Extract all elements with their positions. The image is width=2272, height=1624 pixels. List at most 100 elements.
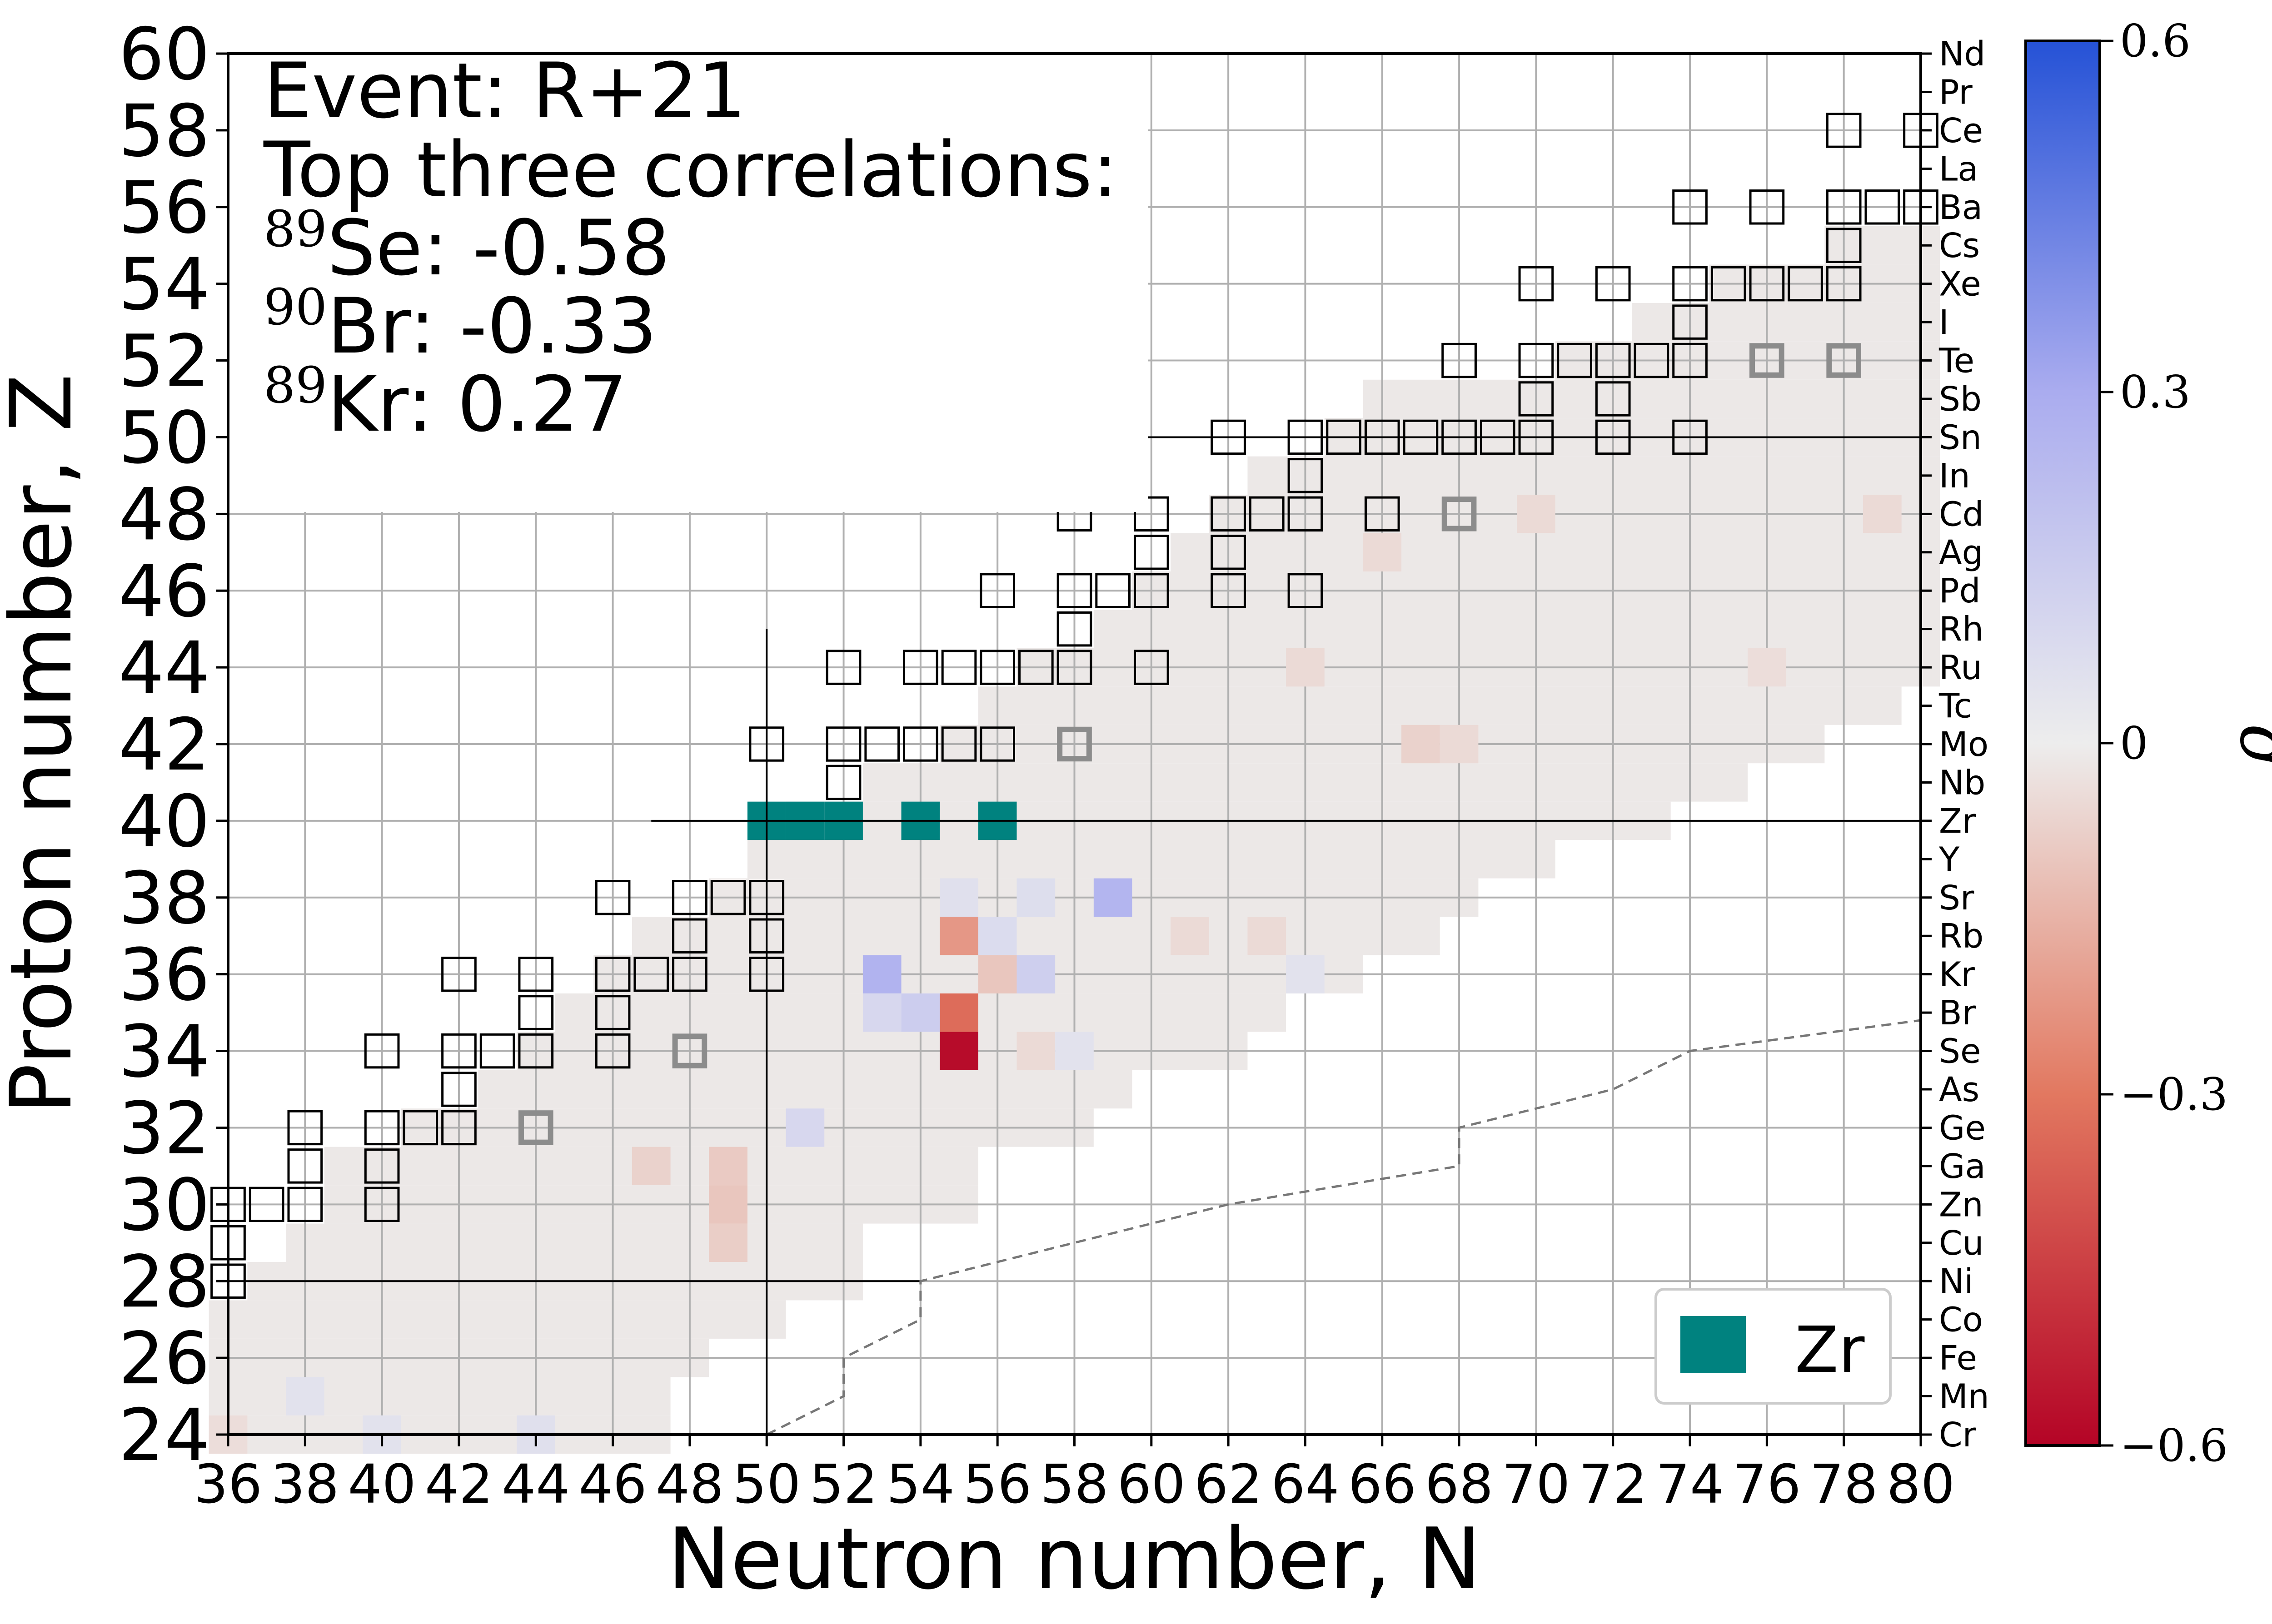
element-tick-label-Tc: Tc xyxy=(1938,687,1972,726)
colorbar-tick-label-2: 0 xyxy=(2120,718,2148,770)
element-tick-label-Cr: Cr xyxy=(1939,1415,1977,1455)
colorbar-tick-label-3: 0.3 xyxy=(2120,367,2191,418)
long-lived-isotope-n76-z52 xyxy=(1749,343,1784,378)
stable-isotope-n79-z56 xyxy=(1864,189,1900,225)
region-row-z25 xyxy=(209,1377,671,1415)
y-tick-label-28: 28 xyxy=(119,1240,210,1324)
region-row-z33 xyxy=(478,1070,1132,1109)
stable-isotope-n50-z42 xyxy=(749,726,785,762)
x-tick-label-40: 40 xyxy=(348,1453,416,1515)
x-tick-label-54: 54 xyxy=(887,1453,955,1515)
stable-isotope-n47-z36 xyxy=(633,956,669,992)
stable-isotope-n78-z54 xyxy=(1826,266,1862,302)
region-row-z37 xyxy=(632,917,1440,955)
stable-isotope-n38-z32 xyxy=(287,1110,323,1146)
annotation-entry-2-mass: 90 xyxy=(264,278,327,336)
x-tick-label-46: 46 xyxy=(579,1453,647,1515)
element-tick-label-Pd: Pd xyxy=(1939,571,1981,611)
element-axis-ticks: CrMnFeCoNiCuZnGaGeAsSeBrKrRbSrYZrNbMoTcR… xyxy=(1921,35,1989,1455)
stable-isotope-n52-z44 xyxy=(826,650,862,685)
element-tick-label-Co: Co xyxy=(1939,1301,1983,1340)
stable-isotope-n57-z44 xyxy=(1018,650,1054,685)
element-tick-label-Sb: Sb xyxy=(1939,380,1982,419)
element-tick-label-Ga: Ga xyxy=(1939,1147,1986,1186)
stable-isotope-n50-z38 xyxy=(749,880,785,915)
y-tick-label-54: 54 xyxy=(119,243,210,327)
element-tick-label-Cd: Cd xyxy=(1939,495,1984,534)
element-tick-label-Zn: Zn xyxy=(1939,1185,1983,1224)
x-axis-label: Neutron number, N xyxy=(668,1510,1481,1608)
region-row-z29 xyxy=(285,1223,863,1262)
cell-n59-z38 xyxy=(1093,878,1132,917)
stable-isotope-n49-z38 xyxy=(710,880,746,915)
stable-isotope-n52-z41 xyxy=(826,765,862,800)
stable-isotope-n78-z55 xyxy=(1826,228,1862,263)
stable-isotope-n60-z46 xyxy=(1133,573,1169,608)
stable-isotope-n56-z44 xyxy=(980,650,1016,685)
annotation-entry-1-element: Se xyxy=(327,204,423,293)
element-tick-label-Mo: Mo xyxy=(1939,725,1988,764)
y-tick-label-58: 58 xyxy=(119,89,210,173)
cell-n64-z36 xyxy=(1286,955,1325,993)
stable-isotope-n55-z42 xyxy=(941,726,977,762)
y-tick-label-26: 26 xyxy=(119,1317,210,1401)
region-row-z43 xyxy=(978,686,1902,725)
x-tick-label-68: 68 xyxy=(1425,1453,1493,1515)
element-tick-label-As: As xyxy=(1939,1070,1979,1109)
cell-n66-z47 xyxy=(1363,533,1402,571)
element-tick-label-Rb: Rb xyxy=(1939,917,1983,956)
stable-isotope-n42-z34 xyxy=(441,1033,477,1069)
x-tick-label-50: 50 xyxy=(732,1453,801,1515)
stable-isotope-n60-z48 xyxy=(1133,496,1169,532)
long-lived-isotope-n78-z52 xyxy=(1826,343,1862,378)
annotation-entry-1-mass: 89 xyxy=(264,200,327,258)
stable-isotope-n62-z50 xyxy=(1211,419,1246,455)
cell-n53-z36 xyxy=(862,955,902,993)
x-tick-label-36: 36 xyxy=(194,1453,262,1515)
y-tick-label-30: 30 xyxy=(119,1163,210,1247)
cell-n58-z34 xyxy=(1055,1032,1094,1070)
cell-n55-z37 xyxy=(940,917,978,955)
region-row-z53 xyxy=(1632,303,1940,342)
y-tick-label-50: 50 xyxy=(119,396,210,480)
stable-isotope-n42-z33 xyxy=(441,1072,477,1107)
long-lived-isotope-n58-z42 xyxy=(1057,726,1092,762)
stable-isotope-n72-z52 xyxy=(1595,343,1631,378)
stable-isotope-n70-z54 xyxy=(1518,266,1554,302)
element-tick-label-I: I xyxy=(1939,303,1949,342)
element-tick-label-Zr: Zr xyxy=(1939,802,1976,841)
y-tick-label-24: 24 xyxy=(119,1394,210,1477)
annotation-entry-3-value: : 0.27 xyxy=(407,360,627,449)
y-tick-label-52: 52 xyxy=(119,320,210,403)
x-tick-label-44: 44 xyxy=(502,1453,570,1515)
x-tick-label-80: 80 xyxy=(1887,1453,1955,1515)
region-row-z51 xyxy=(1363,379,1940,418)
stable-isotope-n44-z35 xyxy=(518,995,554,1030)
stable-isotope-n66-z48 xyxy=(1364,496,1400,532)
cell-n38-z25 xyxy=(285,1377,324,1415)
element-tick-label-Ge: Ge xyxy=(1939,1108,1986,1147)
x-tick-label-42: 42 xyxy=(425,1453,493,1515)
stable-isotope-n70-z51 xyxy=(1518,381,1554,417)
annotation-box: Event: R+21 Top three correlations: 89Se… xyxy=(263,46,1118,449)
cell-n68-z42 xyxy=(1440,725,1479,764)
region-row-z49 xyxy=(1247,456,1940,495)
x-axis-ticks: 36 38 40 42 44 46 48 50 52 54 56 58 60 62 64 66 68 70 72 74… xyxy=(194,1435,1955,1515)
stable-isotope-n64-z50 xyxy=(1287,419,1323,455)
cell-n49-z31 xyxy=(709,1147,747,1186)
stable-isotopes xyxy=(210,113,1938,1299)
cell-n55-z38 xyxy=(940,878,978,917)
cell-n49-z29 xyxy=(709,1223,747,1262)
stable-isotope-n46-z38 xyxy=(595,880,631,915)
element-tick-label-In: In xyxy=(1939,457,1970,496)
stable-isotope-n68-z52 xyxy=(1441,343,1477,378)
x-tick-label-56: 56 xyxy=(963,1453,1031,1515)
stable-isotope-n62-z47 xyxy=(1211,535,1246,570)
x-tick-label-74: 74 xyxy=(1656,1453,1724,1515)
region-row-z47 xyxy=(1171,533,1940,571)
x-tick-label-52: 52 xyxy=(809,1453,877,1515)
annotation-entry-2-element: Br xyxy=(327,282,411,371)
colorbar-label: ρ xyxy=(2214,725,2272,766)
annotation-entry-1-value: : -0.58 xyxy=(423,204,670,293)
